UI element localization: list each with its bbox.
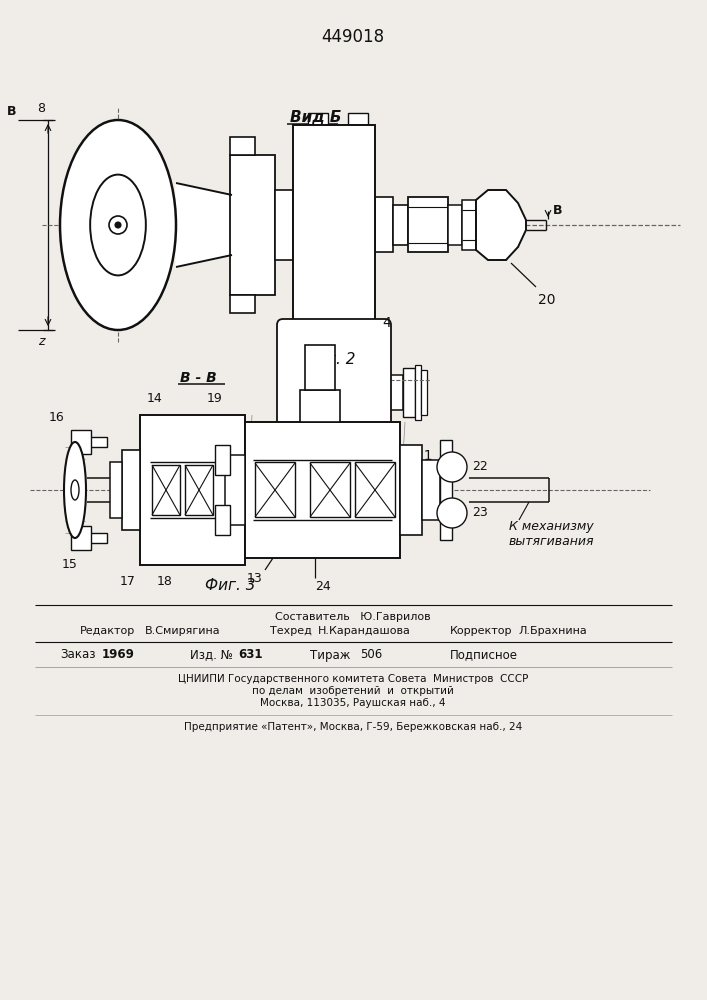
Bar bbox=[185, 465, 213, 515]
Text: Вид Б: Вид Б bbox=[290, 110, 341, 125]
Text: 13: 13 bbox=[247, 572, 263, 585]
Bar bbox=[215, 445, 230, 475]
Text: Редактор: Редактор bbox=[80, 626, 135, 636]
Bar bbox=[393, 205, 408, 245]
Circle shape bbox=[109, 216, 127, 234]
Text: B: B bbox=[6, 105, 16, 118]
Ellipse shape bbox=[60, 120, 176, 330]
Text: по делам  изобретений  и  открытий: по делам изобретений и открытий bbox=[252, 686, 454, 696]
Text: 21: 21 bbox=[415, 449, 433, 463]
Text: 22: 22 bbox=[472, 460, 488, 474]
Bar bbox=[385, 375, 403, 410]
Text: Корректор: Корректор bbox=[450, 626, 513, 636]
Text: К механизму
вытягивания: К механизму вытягивания bbox=[509, 520, 595, 548]
Bar bbox=[348, 113, 368, 125]
Text: 4: 4 bbox=[382, 316, 391, 330]
Text: Предприятие «Патент», Москва, Г-59, Бережковская наб., 24: Предприятие «Патент», Москва, Г-59, Бере… bbox=[184, 722, 522, 732]
Bar bbox=[408, 197, 448, 252]
Bar bbox=[462, 200, 476, 250]
Text: 20: 20 bbox=[538, 293, 556, 307]
Bar bbox=[225, 455, 245, 525]
Bar bbox=[140, 415, 245, 565]
Text: Изд. №: Изд. № bbox=[190, 648, 233, 662]
Bar bbox=[150, 462, 235, 518]
Bar bbox=[400, 445, 422, 535]
Bar bbox=[215, 505, 230, 535]
Bar bbox=[230, 295, 255, 313]
Text: Составитель   Ю.Гаврилов: Составитель Ю.Гаврилов bbox=[275, 612, 431, 622]
Ellipse shape bbox=[90, 175, 146, 275]
Bar bbox=[415, 365, 421, 420]
Bar bbox=[71, 430, 91, 454]
Circle shape bbox=[437, 498, 467, 528]
Bar bbox=[87, 437, 107, 447]
Text: Фиг. 3: Фиг. 3 bbox=[205, 578, 255, 592]
Bar bbox=[152, 465, 180, 515]
Text: 15: 15 bbox=[62, 558, 78, 571]
Bar bbox=[110, 462, 122, 518]
Text: Фиг. 2: Фиг. 2 bbox=[305, 353, 355, 367]
Bar bbox=[255, 462, 295, 517]
Bar bbox=[293, 125, 375, 325]
Ellipse shape bbox=[71, 480, 79, 500]
Bar bbox=[308, 113, 328, 125]
Bar bbox=[305, 345, 335, 390]
Bar bbox=[245, 422, 400, 558]
Text: Москва, 113035, Раушская наб., 4: Москва, 113035, Раушская наб., 4 bbox=[260, 698, 445, 708]
Text: 24: 24 bbox=[315, 580, 331, 593]
Text: 8: 8 bbox=[37, 102, 45, 115]
Bar bbox=[448, 205, 462, 245]
Bar bbox=[87, 533, 107, 543]
Text: 1969: 1969 bbox=[102, 648, 135, 662]
Text: 449018: 449018 bbox=[322, 28, 385, 46]
Bar bbox=[375, 197, 393, 252]
Text: 23: 23 bbox=[472, 506, 488, 520]
Text: Техред: Техред bbox=[270, 626, 312, 636]
Text: 17: 17 bbox=[120, 575, 136, 588]
Text: 631: 631 bbox=[238, 648, 262, 662]
Bar bbox=[440, 440, 452, 540]
Bar bbox=[300, 390, 340, 422]
Bar bbox=[122, 450, 140, 530]
Text: ЦНИИПИ Государственного комитета Совета  Министров  СССР: ЦНИИПИ Государственного комитета Совета … bbox=[178, 674, 528, 684]
Text: B: B bbox=[553, 205, 563, 218]
Ellipse shape bbox=[64, 442, 86, 538]
Bar bbox=[310, 462, 350, 517]
Bar bbox=[403, 368, 415, 417]
Text: 14: 14 bbox=[147, 392, 163, 405]
Bar bbox=[230, 155, 275, 295]
Text: z: z bbox=[37, 335, 45, 348]
Bar bbox=[421, 370, 427, 415]
Circle shape bbox=[437, 452, 467, 482]
Text: Л.Брахнина: Л.Брахнина bbox=[518, 626, 587, 636]
Bar bbox=[71, 526, 91, 550]
Text: 18: 18 bbox=[157, 575, 173, 588]
FancyBboxPatch shape bbox=[277, 319, 391, 441]
Text: Тираж: Тираж bbox=[310, 648, 351, 662]
Text: 19: 19 bbox=[207, 392, 223, 405]
Text: Н.Карандашова: Н.Карандашова bbox=[318, 626, 411, 636]
Polygon shape bbox=[476, 190, 526, 260]
Circle shape bbox=[115, 222, 121, 228]
Bar bbox=[230, 137, 255, 155]
Bar bbox=[275, 190, 293, 260]
Text: Подписное: Подписное bbox=[450, 648, 518, 662]
Text: 506: 506 bbox=[360, 648, 382, 662]
Bar bbox=[355, 462, 395, 517]
Text: В - В: В - В bbox=[180, 371, 217, 385]
Bar bbox=[253, 460, 392, 520]
Text: 16: 16 bbox=[49, 411, 65, 424]
Text: Заказ: Заказ bbox=[60, 648, 95, 662]
Polygon shape bbox=[176, 183, 232, 267]
Bar bbox=[422, 460, 440, 520]
Text: В.Смирягина: В.Смирягина bbox=[145, 626, 221, 636]
